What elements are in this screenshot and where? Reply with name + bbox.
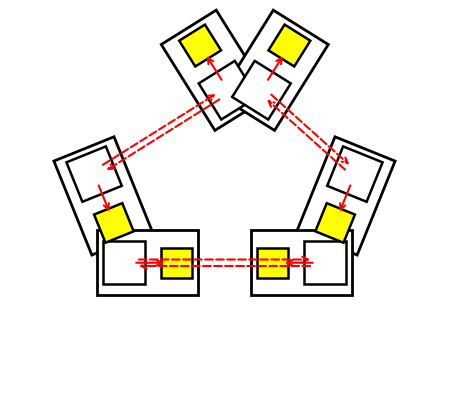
Polygon shape <box>232 61 291 120</box>
Polygon shape <box>257 248 287 278</box>
Polygon shape <box>54 137 152 255</box>
Polygon shape <box>251 231 352 295</box>
Polygon shape <box>179 24 221 67</box>
Polygon shape <box>66 146 122 202</box>
Polygon shape <box>94 203 134 243</box>
Polygon shape <box>327 146 383 202</box>
Polygon shape <box>97 231 198 295</box>
Polygon shape <box>315 203 355 243</box>
Polygon shape <box>103 242 145 284</box>
Polygon shape <box>162 248 192 278</box>
Polygon shape <box>161 10 270 131</box>
Polygon shape <box>269 24 310 67</box>
Polygon shape <box>297 137 395 255</box>
Polygon shape <box>304 242 346 284</box>
Polygon shape <box>199 61 257 120</box>
Polygon shape <box>220 10 328 131</box>
